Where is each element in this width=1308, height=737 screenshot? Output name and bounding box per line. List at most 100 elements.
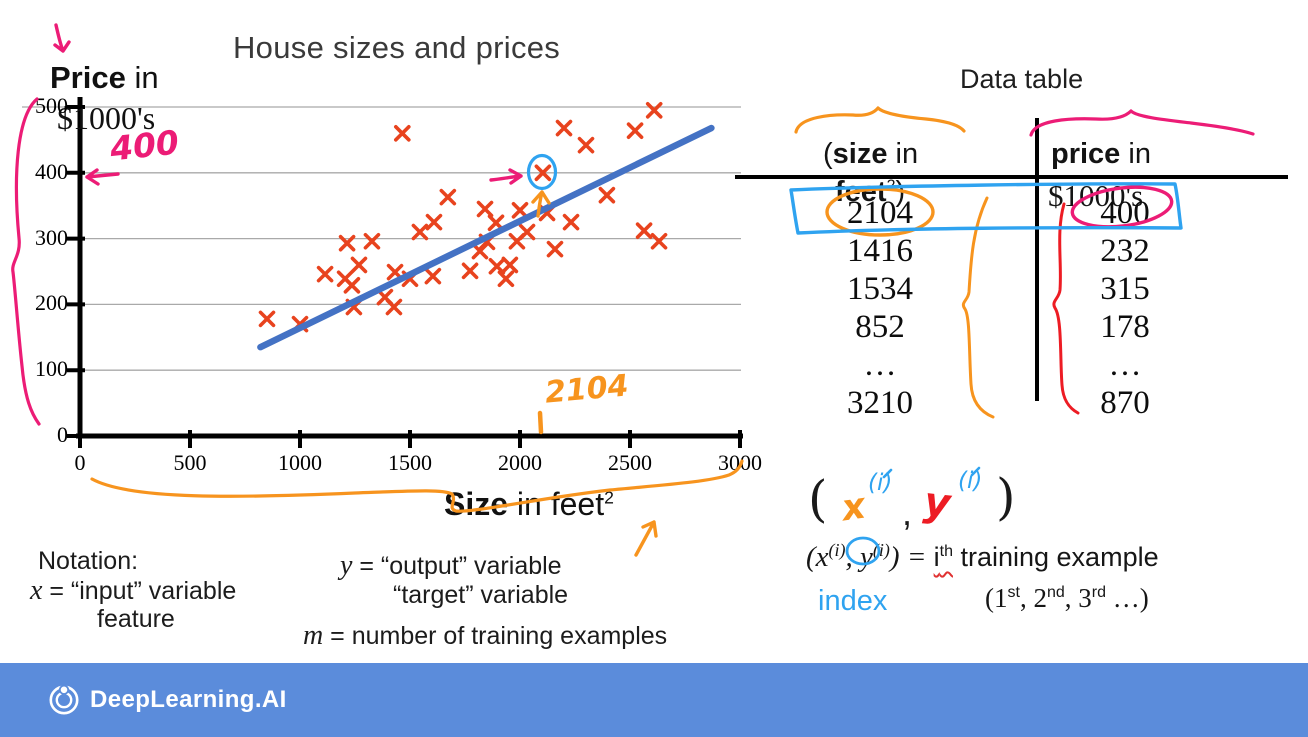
xtick-label: 2500 (608, 450, 652, 475)
scatter-point (425, 213, 443, 231)
scatter-point (488, 257, 506, 275)
scatter-point (424, 267, 442, 285)
ytick-label: 300 (35, 224, 68, 250)
table-column-price: 400 232 315 178… 870 (1043, 194, 1207, 422)
ordinal-3: , 3 (1064, 583, 1092, 613)
formula-comma-y: , y (845, 541, 873, 573)
brand-logo: DeepLearning.AI (46, 682, 287, 718)
formula-sup-x: (i) (828, 540, 846, 560)
table-cell: 400 (1100, 195, 1150, 231)
index-label: index (818, 585, 888, 617)
scatter-point (439, 188, 457, 206)
formula-ith: ith (934, 542, 953, 572)
scatter-point (511, 202, 529, 219)
xtick-label: 2000 (498, 450, 542, 475)
scatter-point (338, 234, 356, 252)
formula-open-x: (x (806, 541, 829, 573)
notation-y-var: y (340, 550, 353, 581)
y-axis-title-line2: $1000's (57, 100, 156, 136)
y-axis-title: Price in (50, 60, 159, 96)
table-cell: 232 (1100, 233, 1150, 269)
handwritten-2104-annotation: 2104 (543, 368, 630, 411)
notation-m-rest: = number of training examples (323, 622, 668, 650)
scatter-point (645, 101, 663, 119)
hw-y-var: y (921, 478, 953, 528)
table-cell: 315 (1100, 271, 1150, 307)
ytick-label: 500 (35, 93, 68, 118)
ytick-label: 400 (35, 158, 68, 184)
xtick-label: 1500 (388, 450, 432, 475)
scatter-point (518, 223, 536, 241)
scatter-point (635, 222, 653, 240)
notation-x-sub: feature (97, 605, 175, 633)
table-column-size: 2104 1416 1534 852… 3210 (798, 194, 962, 422)
scatter-point (546, 240, 564, 258)
table-cell: … (1108, 347, 1142, 383)
formula-equals: ) = (889, 541, 934, 573)
ordinal-3-sup: rd (1091, 584, 1106, 601)
notation-m-var: m (303, 620, 324, 651)
table-cell: 178 (1100, 309, 1150, 345)
scatter-point (258, 310, 276, 328)
size-header-bold: size (832, 138, 888, 170)
hw-y-superscript: (i) (958, 468, 983, 494)
ordinal-1: (1 (985, 583, 1008, 613)
notation-x-rest: = “input” variable (42, 577, 237, 605)
data-table-title: Data table (960, 64, 1084, 94)
hw-open-paren: ( (808, 470, 828, 528)
trend-line (257, 124, 715, 351)
table-header-size: (size in (823, 138, 918, 171)
notation-y-rest: = “output” variable (352, 552, 562, 580)
formula-rest: training example (952, 542, 1159, 572)
scatter-point (343, 277, 361, 294)
ytick-label: 200 (35, 290, 68, 316)
ordinal-2-sup: nd (1046, 584, 1065, 601)
brand-name: DeepLearning.AI (90, 686, 287, 713)
scatter-point (385, 298, 403, 316)
ytick-label: 0 (57, 422, 68, 447)
notation-m-line: m = number of training examples (303, 620, 667, 652)
scatter-point (363, 232, 381, 250)
scatter-point (562, 213, 580, 231)
xtick-label: 500 (173, 450, 207, 475)
formula-sup-y: (i) (872, 540, 890, 560)
scatter-point (626, 122, 644, 139)
table-cell: 870 (1100, 385, 1150, 421)
training-example-formula: (x(i), y(i)) = ith training example (806, 540, 1159, 574)
hw-comma: , (902, 492, 913, 533)
scatter-point (497, 270, 515, 288)
notation-heading: Notation: (38, 547, 139, 575)
xtick-label: 0 (74, 450, 86, 475)
notation-x-var: x (30, 575, 43, 606)
formula-i: i (933, 542, 940, 572)
y-axis-title-bold: Price (50, 60, 126, 95)
table-cell: 3210 (847, 385, 913, 421)
scatter-point (393, 125, 411, 142)
notation-y-line: y = “output” variable (340, 550, 562, 582)
scatter-point (577, 136, 595, 154)
page-title: House sizes and prices (233, 30, 561, 65)
formula-th: th (939, 543, 953, 560)
price-header-rest: in (1120, 138, 1151, 170)
scatter-point (350, 256, 368, 274)
hw-close-paren: ) (996, 468, 1016, 526)
deeplearning-logo-icon (49, 684, 79, 715)
ytick-label: 100 (35, 356, 68, 382)
table-cell: 852 (855, 309, 905, 345)
price-header-bold: price (1051, 138, 1121, 170)
scatter-point (598, 186, 616, 204)
ordinal-etc: …) (1105, 583, 1149, 613)
footer-bar: DeepLearning.AI (0, 663, 1308, 737)
table-cell: 1534 (847, 271, 913, 307)
scatter-point (461, 262, 479, 280)
table-cell: 2104 (847, 195, 913, 231)
size-header-paren: ( (823, 138, 833, 170)
size-header-rest: in (887, 138, 919, 170)
notation-y-sub: “target” variable (393, 581, 569, 609)
xtick-label: 3000 (718, 450, 762, 475)
table-cell: 1416 (847, 233, 913, 269)
xtick-label: 1000 (278, 450, 322, 475)
scatter-point (411, 223, 429, 241)
